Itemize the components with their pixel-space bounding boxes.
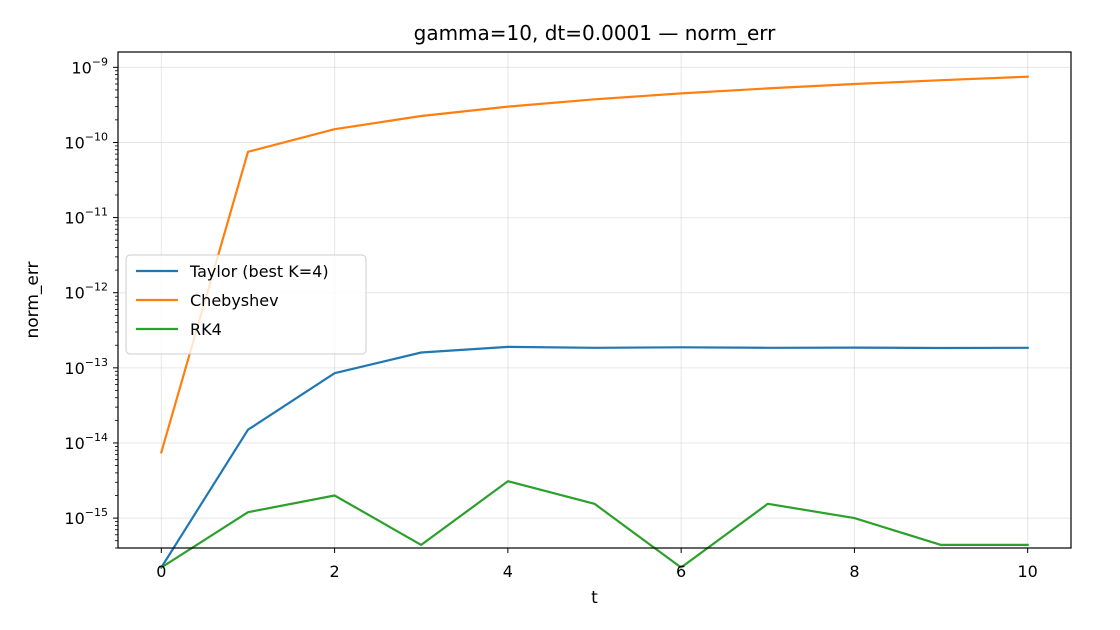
- y-tick-label: 10−13: [64, 356, 108, 378]
- y-tick-label: 10−12: [64, 281, 108, 303]
- y-tick-label: 10−11: [64, 206, 108, 228]
- y-axis-label: norm_err: [23, 261, 43, 338]
- x-axis-label: t: [591, 588, 598, 608]
- x-tick-label: 10: [1018, 562, 1038, 581]
- y-tick-label: 10−9: [71, 55, 108, 77]
- series-line-0: [159, 345, 1029, 570]
- series-line-1: [159, 75, 1029, 454]
- x-tick-label: 6: [676, 562, 686, 581]
- legend-label: RK4: [190, 320, 222, 339]
- legend-label: Chebyshev: [190, 291, 279, 310]
- grid: [118, 52, 1071, 548]
- legend: Taylor (best K=4) Chebyshev RK4: [125, 254, 367, 355]
- legend-box: [125, 254, 367, 355]
- y-tick-label: 10−10: [64, 130, 108, 152]
- x-tick-label: 2: [329, 562, 339, 581]
- series-line-2: [159, 480, 1029, 570]
- series-lines: [159, 75, 1029, 570]
- x-tick-label: 4: [503, 562, 513, 581]
- y-tick-label: 10−15: [64, 506, 108, 528]
- x-tick-label: 0: [156, 562, 166, 581]
- chart-title: gamma=10, dt=0.0001 — norm_err: [414, 21, 777, 45]
- ticks: 0 2 4 6 8 10 10−15 10−14 10−13 10−12 10−11 10−10 10−…: [64, 55, 1037, 581]
- legend-label: Taylor (best K=4): [189, 262, 329, 281]
- x-tick-label: 8: [849, 562, 859, 581]
- y-tick-label: 10−14: [64, 431, 108, 453]
